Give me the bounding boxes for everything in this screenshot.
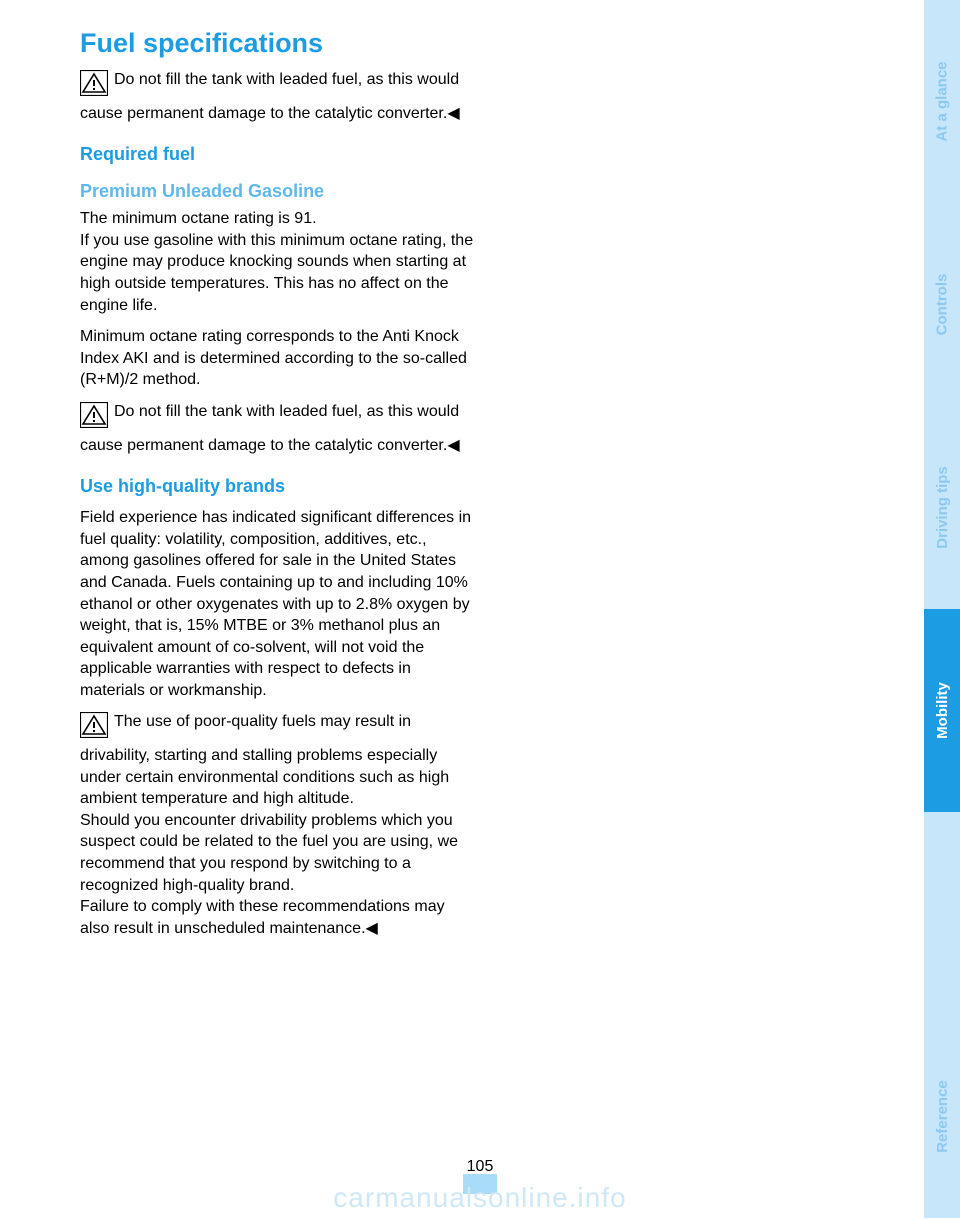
warning-text: Do not fill the tank with leaded fuel, a… bbox=[80, 403, 460, 454]
warning-block-2: Do not fill the tank with leaded fuel, a… bbox=[80, 401, 475, 456]
side-tab[interactable]: Controls bbox=[924, 203, 960, 406]
section-required-fuel: Required fuel bbox=[80, 144, 475, 165]
side-tabs: At a glance Controls Driving tips Mobility R… bbox=[924, 0, 960, 1220]
side-tab-label: Reference bbox=[934, 1080, 951, 1153]
warning-block-1: Do not fill the tank with leaded fuel, a… bbox=[80, 69, 475, 124]
side-tab[interactable] bbox=[924, 812, 960, 1015]
warning-icon bbox=[80, 712, 108, 745]
para-octane: The minimum octane rating is 91.If you u… bbox=[80, 208, 475, 316]
side-tab-label: At a glance bbox=[934, 61, 951, 141]
main-title: Fuel specifications bbox=[80, 28, 475, 59]
side-tab-label: Mobility bbox=[934, 682, 951, 739]
page-content: Fuel specifications Do not fill the tank… bbox=[0, 0, 475, 939]
warning-text: Do not fill the tank with leaded fuel, a… bbox=[80, 71, 460, 122]
page-number-wrap: 105 bbox=[0, 1158, 960, 1176]
side-tab-label: Driving tips bbox=[934, 466, 951, 549]
para-brands: Field experience has indicated significa… bbox=[80, 507, 475, 701]
section-brands: Use high-quality brands bbox=[80, 476, 475, 497]
warning-icon bbox=[80, 402, 108, 435]
warning-text: The use of poor-quality fuels may result… bbox=[80, 713, 458, 936]
warning-icon bbox=[80, 70, 108, 103]
subtitle-premium: Premium Unleaded Gasoline bbox=[80, 181, 475, 202]
side-tab-label: Controls bbox=[934, 274, 951, 336]
para-aki: Minimum octane rating corresponds to the… bbox=[80, 326, 475, 391]
side-tab[interactable]: Mobility bbox=[924, 609, 960, 812]
side-tab[interactable]: Driving tips bbox=[924, 406, 960, 609]
side-tab[interactable]: At a glance bbox=[924, 0, 960, 203]
warning-block-3: The use of poor-quality fuels may result… bbox=[80, 711, 475, 939]
watermark: carmanualsonline.info bbox=[0, 1182, 960, 1214]
page-number: 105 bbox=[467, 1158, 494, 1176]
